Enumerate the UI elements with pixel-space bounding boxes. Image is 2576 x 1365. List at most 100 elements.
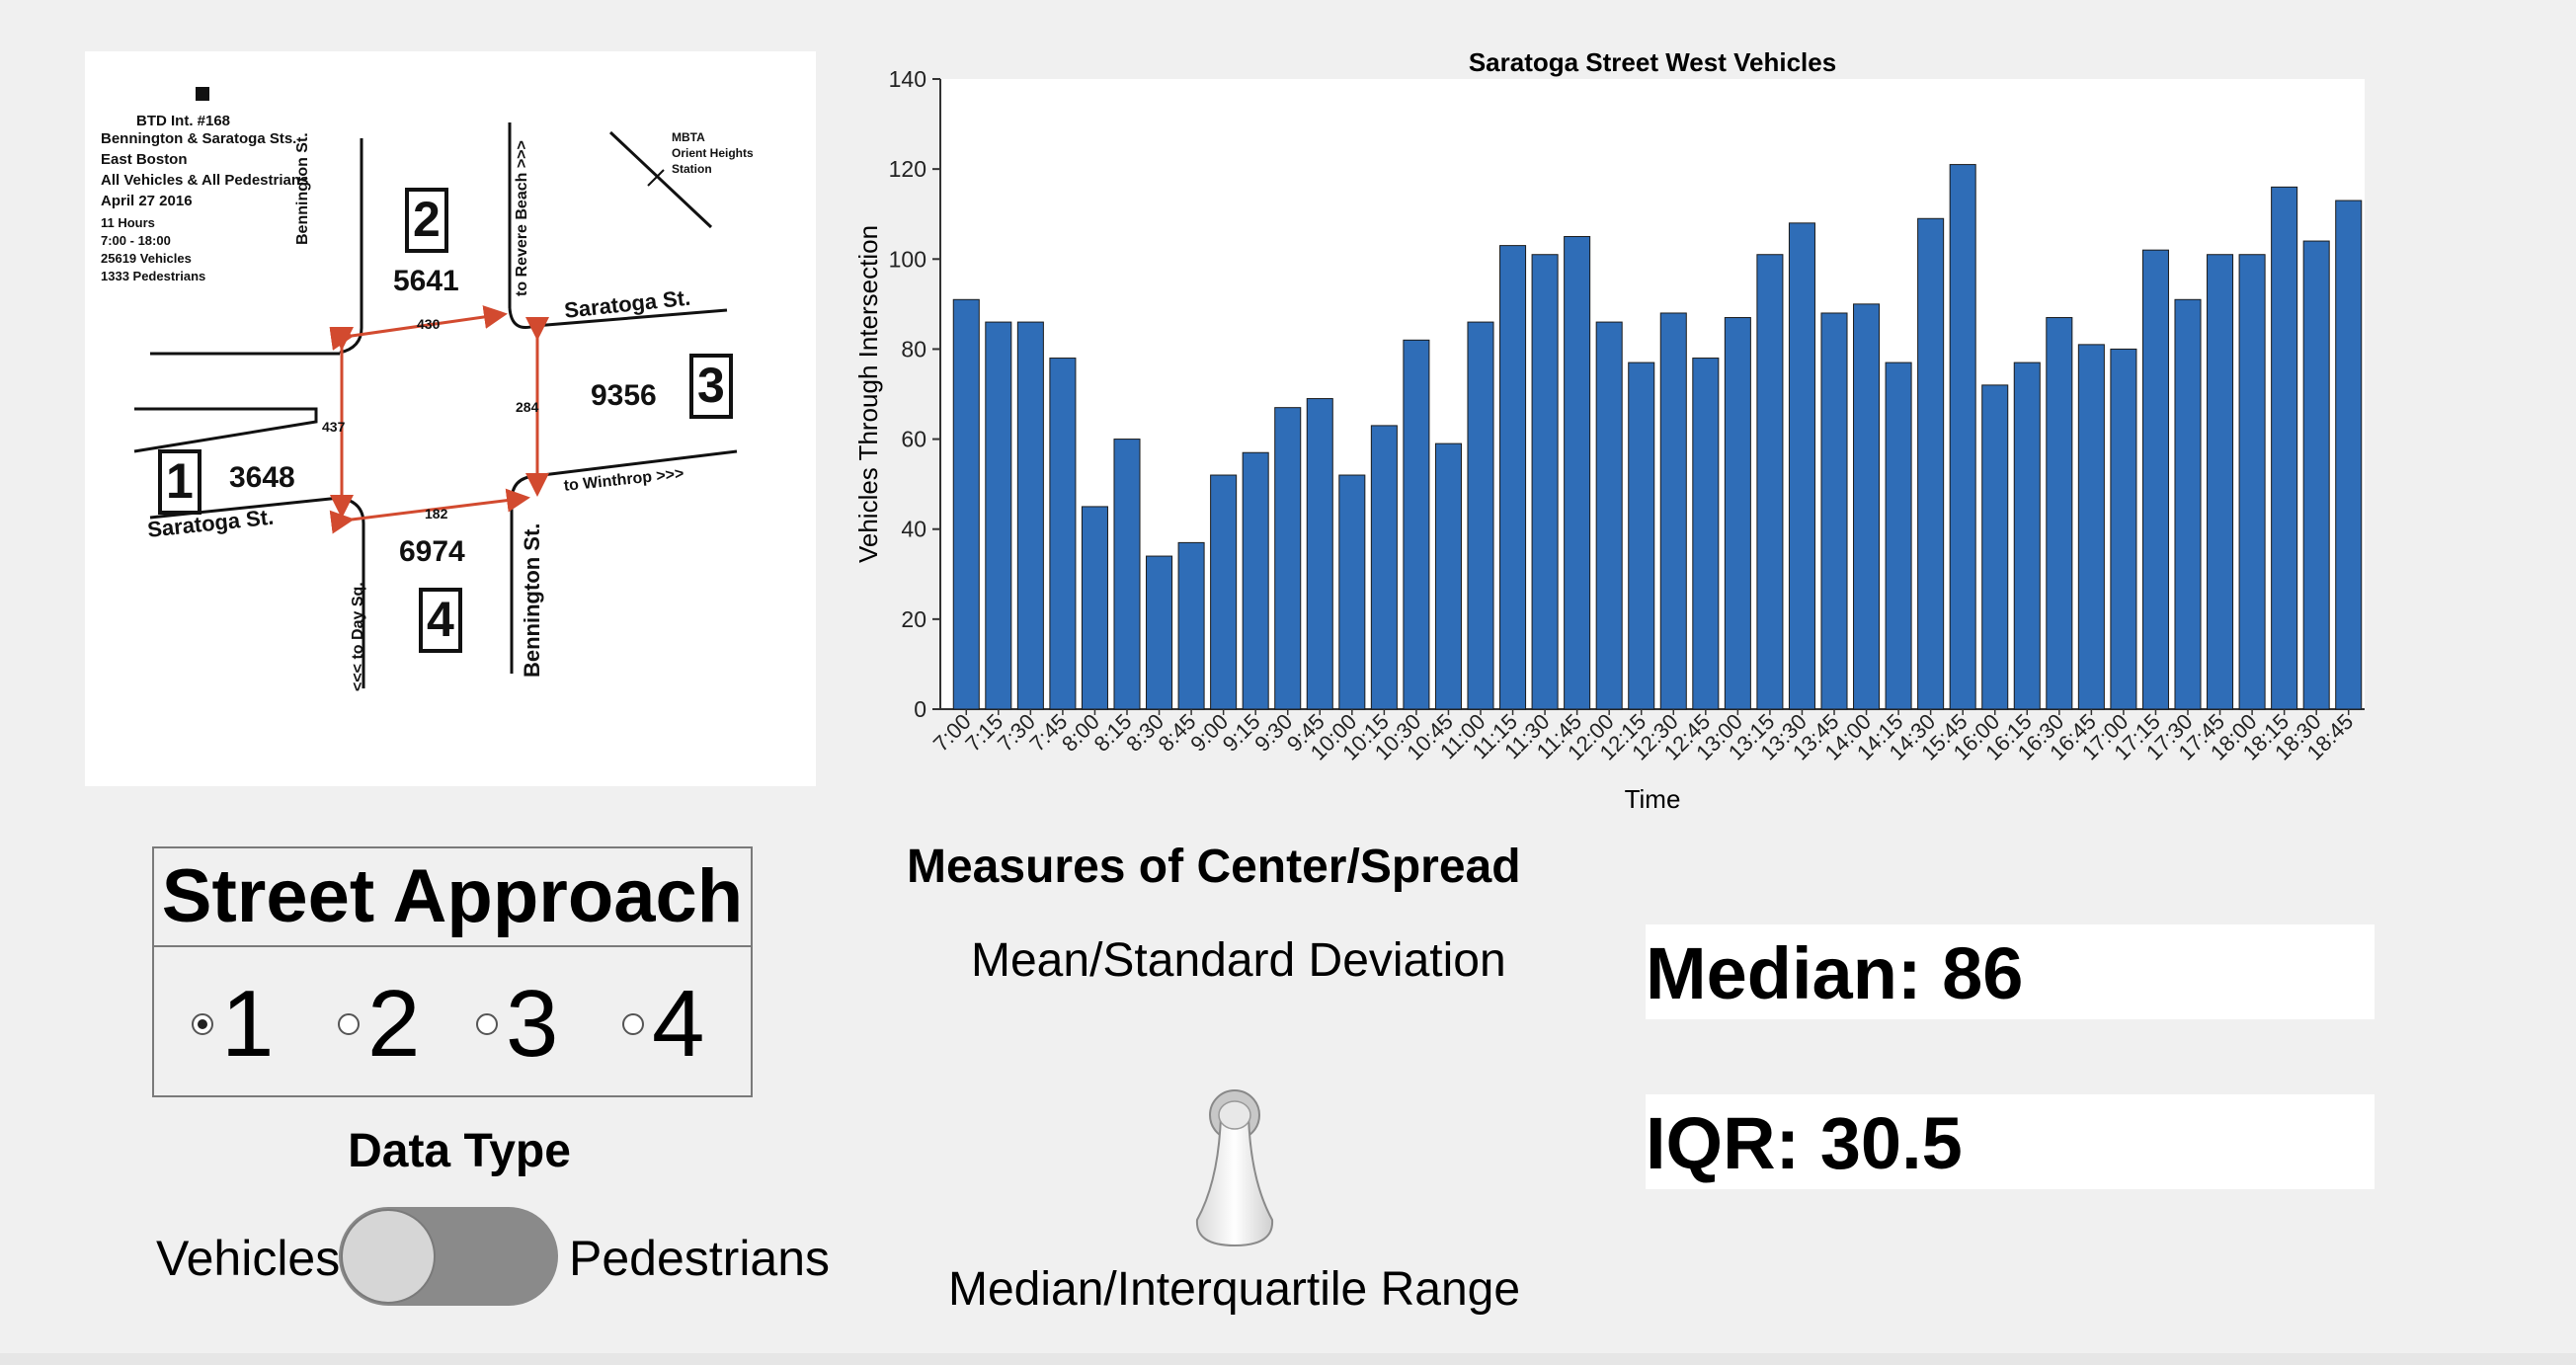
bar bbox=[1788, 222, 1815, 710]
crosswalk-count: 182 bbox=[425, 506, 448, 522]
bar bbox=[1081, 506, 1108, 710]
bar bbox=[985, 321, 1012, 710]
vehicle-bar-chart: Saratoga Street West Vehicles 0 20 40 60 80 10… bbox=[853, 47, 2365, 814]
radio-unselected-icon[interactable] bbox=[338, 1013, 360, 1035]
bar bbox=[1981, 384, 2009, 710]
bar bbox=[1724, 317, 1751, 710]
median-readout: Median: 86 bbox=[1646, 924, 2375, 1019]
data-type-title: Data Type bbox=[348, 1125, 571, 1177]
street-approach-title: Street Approach bbox=[154, 848, 751, 947]
approach-count: 6974 bbox=[399, 535, 465, 568]
bar bbox=[1049, 358, 1077, 710]
crosswalk-count: 437 bbox=[322, 419, 346, 435]
intersection-diagram bbox=[133, 87, 738, 688]
switch-label-median: Median/Interquartile Range bbox=[948, 1263, 1521, 1316]
street-label-bennington-north: Bennington St. bbox=[294, 132, 311, 245]
switch-label-mean: Mean/Standard Deviation bbox=[971, 934, 1506, 987]
y-tick-label: 140 bbox=[889, 66, 926, 92]
bar bbox=[1306, 398, 1333, 710]
radio-selected-icon[interactable] bbox=[192, 1013, 213, 1035]
radio-label: 3 bbox=[506, 971, 559, 1077]
bar bbox=[2110, 348, 2137, 710]
radio-approach-3[interactable]: 3 bbox=[476, 975, 558, 1074]
intersection-map: BTD Int. #168 Bennington & Saratoga Sts.… bbox=[85, 51, 816, 786]
radio-label: 4 bbox=[652, 971, 705, 1077]
approach-count: 5641 bbox=[393, 265, 459, 297]
bar bbox=[1338, 474, 1366, 710]
chart-title: Saratoga Street West Vehicles bbox=[1469, 47, 1836, 77]
y-tick-label: 100 bbox=[889, 246, 926, 272]
bar bbox=[2046, 317, 2073, 710]
bar bbox=[2238, 254, 2266, 710]
street-approach-panel: Street Approach 1 2 3 4 bbox=[152, 846, 753, 1097]
bar bbox=[1595, 321, 1623, 710]
bar bbox=[1016, 321, 1044, 710]
approach-count: 9356 bbox=[591, 379, 657, 412]
map-note-line: 25619 Vehicles bbox=[101, 251, 192, 266]
bar bbox=[1692, 358, 1720, 710]
bar bbox=[2077, 344, 2105, 710]
map-note-line: All Vehicles & All Pedestrians bbox=[101, 172, 309, 189]
bar bbox=[1917, 217, 1945, 710]
radio-unselected-icon[interactable] bbox=[622, 1013, 644, 1035]
bar bbox=[1499, 245, 1527, 710]
bar bbox=[1274, 407, 1302, 710]
bar bbox=[1467, 321, 1494, 710]
bar bbox=[1177, 541, 1205, 710]
radio-approach-2[interactable]: 2 bbox=[338, 975, 420, 1074]
bar bbox=[2141, 249, 2169, 710]
y-tick-label: 120 bbox=[889, 156, 926, 182]
measure-lever-switch[interactable] bbox=[1185, 1082, 1284, 1249]
mbta-label: Station bbox=[672, 162, 712, 176]
approach-number: 4 bbox=[427, 592, 454, 647]
radio-approach-1[interactable]: 1 bbox=[192, 975, 274, 1074]
x-axis-label: Time bbox=[1625, 784, 1681, 814]
crosswalk-count: 430 bbox=[417, 316, 441, 332]
bottom-strip bbox=[0, 1353, 2576, 1365]
map-note-line: Bennington & Saratoga Sts. bbox=[101, 130, 297, 147]
map-marker-square bbox=[196, 87, 209, 101]
bar bbox=[2335, 200, 2363, 710]
bar bbox=[2207, 254, 2234, 710]
toggle-label-vehicles: Vehicles bbox=[156, 1231, 341, 1286]
bar bbox=[1564, 236, 1591, 710]
crosswalk-count: 284 bbox=[516, 399, 539, 415]
data-type-toggle[interactable] bbox=[339, 1207, 558, 1306]
iqr-readout: IQR: 30.5 bbox=[1646, 1094, 2375, 1189]
radio-approach-4[interactable]: 4 bbox=[622, 975, 704, 1074]
toggle-label-pedestrians: Pedestrians bbox=[569, 1231, 831, 1286]
radio-label: 2 bbox=[367, 971, 421, 1077]
bar bbox=[1820, 312, 1848, 710]
bar bbox=[952, 298, 980, 710]
bar bbox=[1756, 254, 1784, 710]
bar bbox=[1853, 303, 1881, 710]
bar bbox=[1885, 361, 1912, 710]
map-note-line: 11 Hours bbox=[101, 215, 155, 230]
map-note-line: 7:00 - 18:00 bbox=[101, 233, 171, 248]
street-label-revere-beach: to Revere Beach >>> bbox=[514, 140, 530, 296]
approach-number: 1 bbox=[166, 453, 194, 509]
bar bbox=[1242, 451, 1269, 710]
y-tick-label: 0 bbox=[914, 696, 926, 722]
bar bbox=[1949, 164, 1976, 710]
mbta-label: Orient Heights bbox=[672, 146, 754, 160]
bar bbox=[1403, 339, 1430, 710]
map-note-line: East Boston bbox=[101, 151, 188, 168]
y-axis-label: Vehicles Through Intersection bbox=[853, 225, 883, 563]
map-note-line: 1333 Pedestrians bbox=[101, 269, 206, 283]
mbta-label: MBTA bbox=[672, 130, 705, 144]
y-tick-label: 60 bbox=[901, 427, 926, 452]
bar bbox=[1531, 254, 1559, 710]
y-tick-label: 80 bbox=[901, 336, 926, 361]
bar bbox=[1113, 439, 1141, 710]
bar bbox=[1659, 312, 1687, 710]
approach-number: 3 bbox=[697, 358, 725, 413]
radio-label: 1 bbox=[221, 971, 275, 1077]
radio-unselected-icon[interactable] bbox=[476, 1013, 498, 1035]
lever-switch-icon[interactable] bbox=[1185, 1082, 1284, 1249]
toggle-knob[interactable] bbox=[341, 1209, 436, 1304]
street-label-bennington-south: Bennington St. bbox=[520, 522, 544, 678]
bar bbox=[2271, 186, 2298, 710]
bar bbox=[2174, 298, 2202, 710]
bar bbox=[2013, 361, 2041, 710]
